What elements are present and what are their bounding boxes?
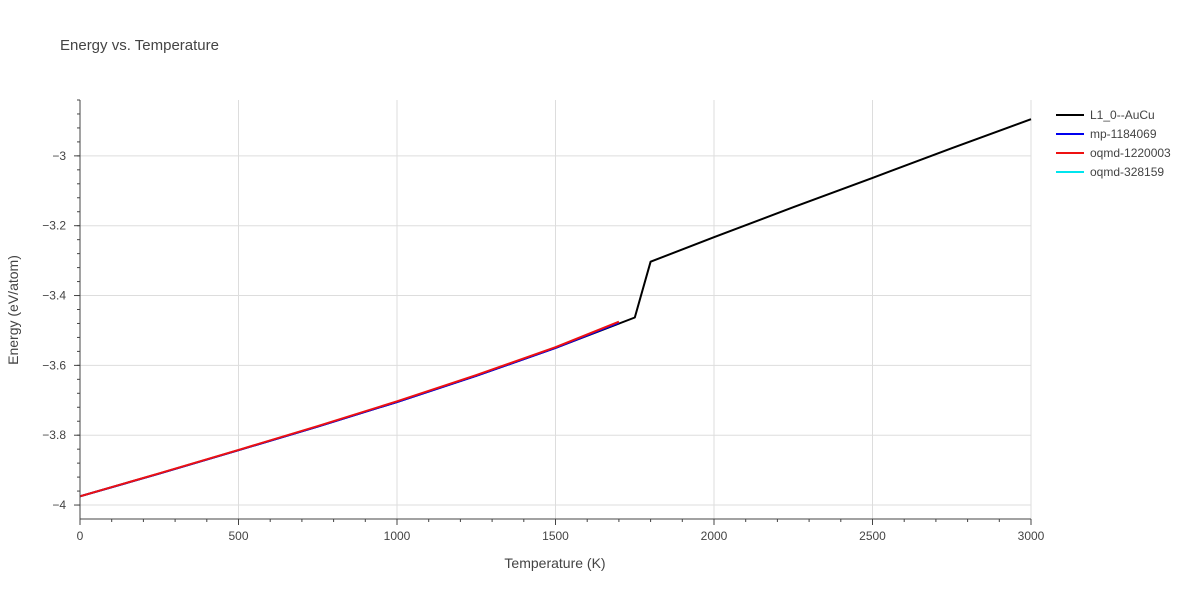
x-tick-label: 3000 [1018, 529, 1045, 543]
y-axis-title: Energy (eV/atom) [5, 255, 21, 365]
y-tick-label: −4 [52, 498, 66, 512]
legend-label: L1_0--AuCu [1090, 108, 1155, 122]
x-tick-label: 1000 [384, 529, 411, 543]
y-axis-ticks: −4 −3.8 −3.6 −3.4 −3.2 −3 [42, 99, 80, 512]
legend-item[interactable]: L1_0--AuCu [1056, 108, 1155, 122]
series-line-mp-1184069 [79, 321, 620, 498]
y-tick-label: −3.4 [42, 289, 66, 303]
x-axis-title: Temperature (K) [504, 555, 605, 571]
series-line-oqmd-1220003 [79, 320, 620, 498]
legend-label: mp-1184069 [1090, 127, 1157, 141]
legend-item[interactable]: oqmd-328159 [1056, 165, 1164, 179]
x-tick-label: 500 [228, 529, 248, 543]
legend-item[interactable]: mp-1184069 [1056, 127, 1157, 141]
legend-item[interactable]: oqmd-1220003 [1056, 146, 1171, 160]
y-tick-label: −3 [52, 149, 66, 163]
y-tick-label: −3.8 [42, 428, 66, 442]
x-tick-label: 0 [77, 529, 84, 543]
grid-lines [80, 100, 1032, 519]
y-tick-label: −3.2 [42, 219, 66, 233]
chart-title: Energy vs. Temperature [60, 37, 219, 54]
x-tick-label: 2500 [859, 529, 886, 543]
y-tick-label: −3.6 [42, 358, 66, 372]
x-tick-label: 1500 [542, 529, 569, 543]
legend-label: oqmd-1220003 [1090, 146, 1171, 160]
legend-label: oqmd-328159 [1090, 165, 1164, 179]
x-tick-label: 2000 [701, 529, 728, 543]
x-axis-ticks: 0 500 1000 1500 2000 2500 3000 [77, 519, 1045, 543]
plot-area [79, 118, 1032, 498]
legend[interactable]: L1_0--AuCu mp-1184069 oqmd-1220003 oqmd-328… [1056, 108, 1171, 179]
